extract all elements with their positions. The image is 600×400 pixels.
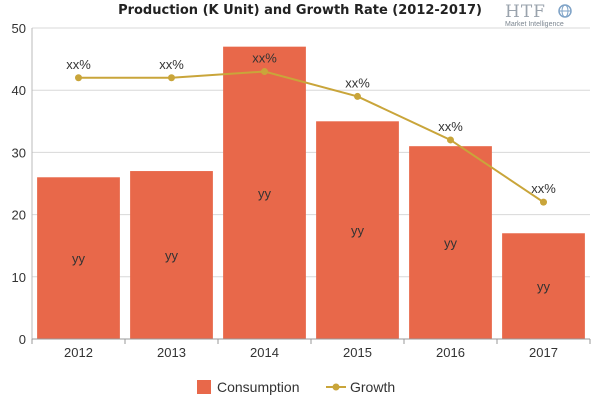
growth-point [261, 68, 268, 76]
logo-text: HTF [505, 2, 546, 22]
legend-label-growth: Growth [350, 379, 395, 395]
bar [223, 46, 306, 339]
gridlines [32, 27, 590, 340]
growth-line: xx% xx% xx% xx% xx% xx% [66, 51, 556, 206]
y-tick-label: 20 [12, 208, 26, 223]
x-tick-label: 2014 [250, 345, 279, 360]
growth-data-label: xx% [531, 181, 556, 196]
bar [409, 146, 492, 339]
legend-swatch-consumption [197, 380, 211, 394]
bar-data-label: yy [258, 186, 272, 201]
x-tick-label: 2015 [343, 345, 372, 360]
growth-data-label: xx% [438, 119, 463, 134]
bar [37, 177, 120, 339]
y-tick-label: 50 [12, 21, 26, 36]
growth-data-label: xx% [159, 57, 184, 72]
bar-data-label: yy [351, 223, 365, 238]
bar [502, 233, 585, 339]
globe-icon [558, 4, 572, 18]
x-tick-label: 2016 [436, 345, 465, 360]
y-tick-label: 0 [19, 332, 26, 347]
growth-point [75, 74, 82, 82]
y-tick-label: 30 [12, 145, 26, 160]
growth-data-label: xx% [345, 75, 370, 90]
bar [130, 171, 213, 339]
y-tick-label: 40 [12, 83, 26, 98]
bar-data-label: yy [537, 279, 551, 294]
y-tick-label: 10 [12, 270, 26, 285]
x-axis: 2012 2013 2014 2015 2016 2017 [31, 338, 591, 360]
growth-point [354, 92, 361, 100]
bar [316, 121, 399, 339]
growth-line-path [78, 70, 545, 203]
legend-label-consumption: Consumption [217, 379, 300, 395]
bars: yy yy yy yy yy yy [37, 46, 585, 339]
growth-point [168, 74, 175, 82]
bar-data-label: yy [72, 251, 86, 266]
chart-title: Production (K Unit) and Growth Rate (201… [118, 3, 482, 18]
growth-data-label: xx% [66, 57, 91, 72]
growth-point [540, 198, 547, 206]
growth-data-label: xx% [252, 51, 277, 66]
legend-marker-growth [332, 383, 340, 391]
growth-point [447, 136, 454, 144]
x-tick-label: 2012 [64, 345, 93, 360]
bar-data-label: yy [165, 248, 179, 263]
x-tick-label: 2013 [157, 345, 186, 360]
legend: Consumption Growth [197, 379, 395, 395]
x-tick-label: 2017 [529, 345, 558, 360]
logo-subtitle: Market Intelligence [505, 21, 564, 28]
bar-data-label: yy [444, 236, 458, 251]
y-axis: 0 10 20 30 40 50 [12, 21, 33, 347]
htf-logo: HTF Market Intelligence [505, 2, 597, 32]
